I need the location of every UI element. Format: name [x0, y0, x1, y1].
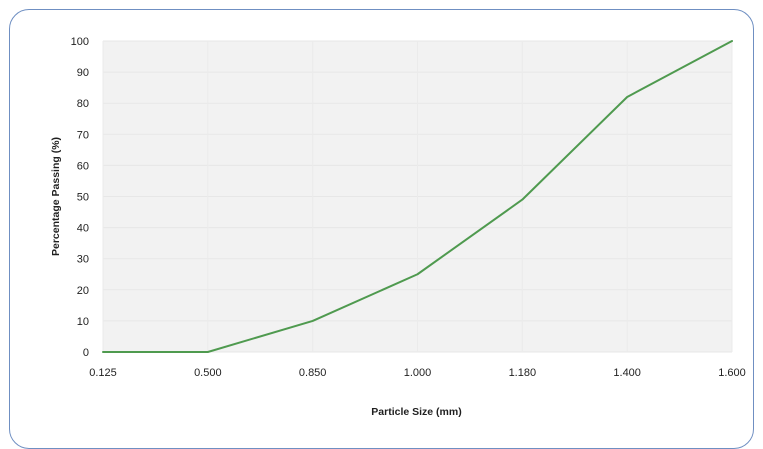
y-tick-label: 10 [77, 316, 89, 328]
x-tick-label: 1.000 [404, 367, 432, 379]
x-axis-ticks: 0.125 0.500 0.850 1.000 1.180 1.400 1.600 [89, 367, 746, 379]
y-axis-ticks: 0 10 20 30 40 50 60 70 80 90 100 [71, 36, 89, 359]
y-tick-label: 90 [77, 67, 89, 79]
y-tick-label: 40 [77, 223, 89, 235]
y-tick-label: 60 [77, 160, 89, 172]
x-axis-title: Particle Size (mm) [371, 406, 461, 418]
x-tick-label: 1.180 [509, 367, 537, 379]
y-tick-label: 20 [77, 285, 89, 297]
x-tick-label: 1.600 [718, 367, 746, 379]
y-tick-label: 80 [77, 98, 89, 110]
y-tick-label: 70 [77, 129, 89, 141]
x-tick-label: 0.125 [89, 367, 117, 379]
x-tick-label: 0.850 [299, 367, 327, 379]
y-tick-label: 100 [71, 36, 89, 48]
y-tick-label: 30 [77, 254, 89, 266]
y-axis-title: Percentage Passing (%) [50, 137, 62, 256]
x-tick-label: 0.500 [194, 367, 222, 379]
y-tick-label: 0 [83, 347, 89, 359]
y-tick-label: 50 [77, 192, 89, 204]
x-tick-label: 1.400 [613, 367, 641, 379]
line-chart: 0 10 20 30 40 50 60 70 80 90 100 0.125 0.500 0.850 1.… [0, 0, 763, 434]
